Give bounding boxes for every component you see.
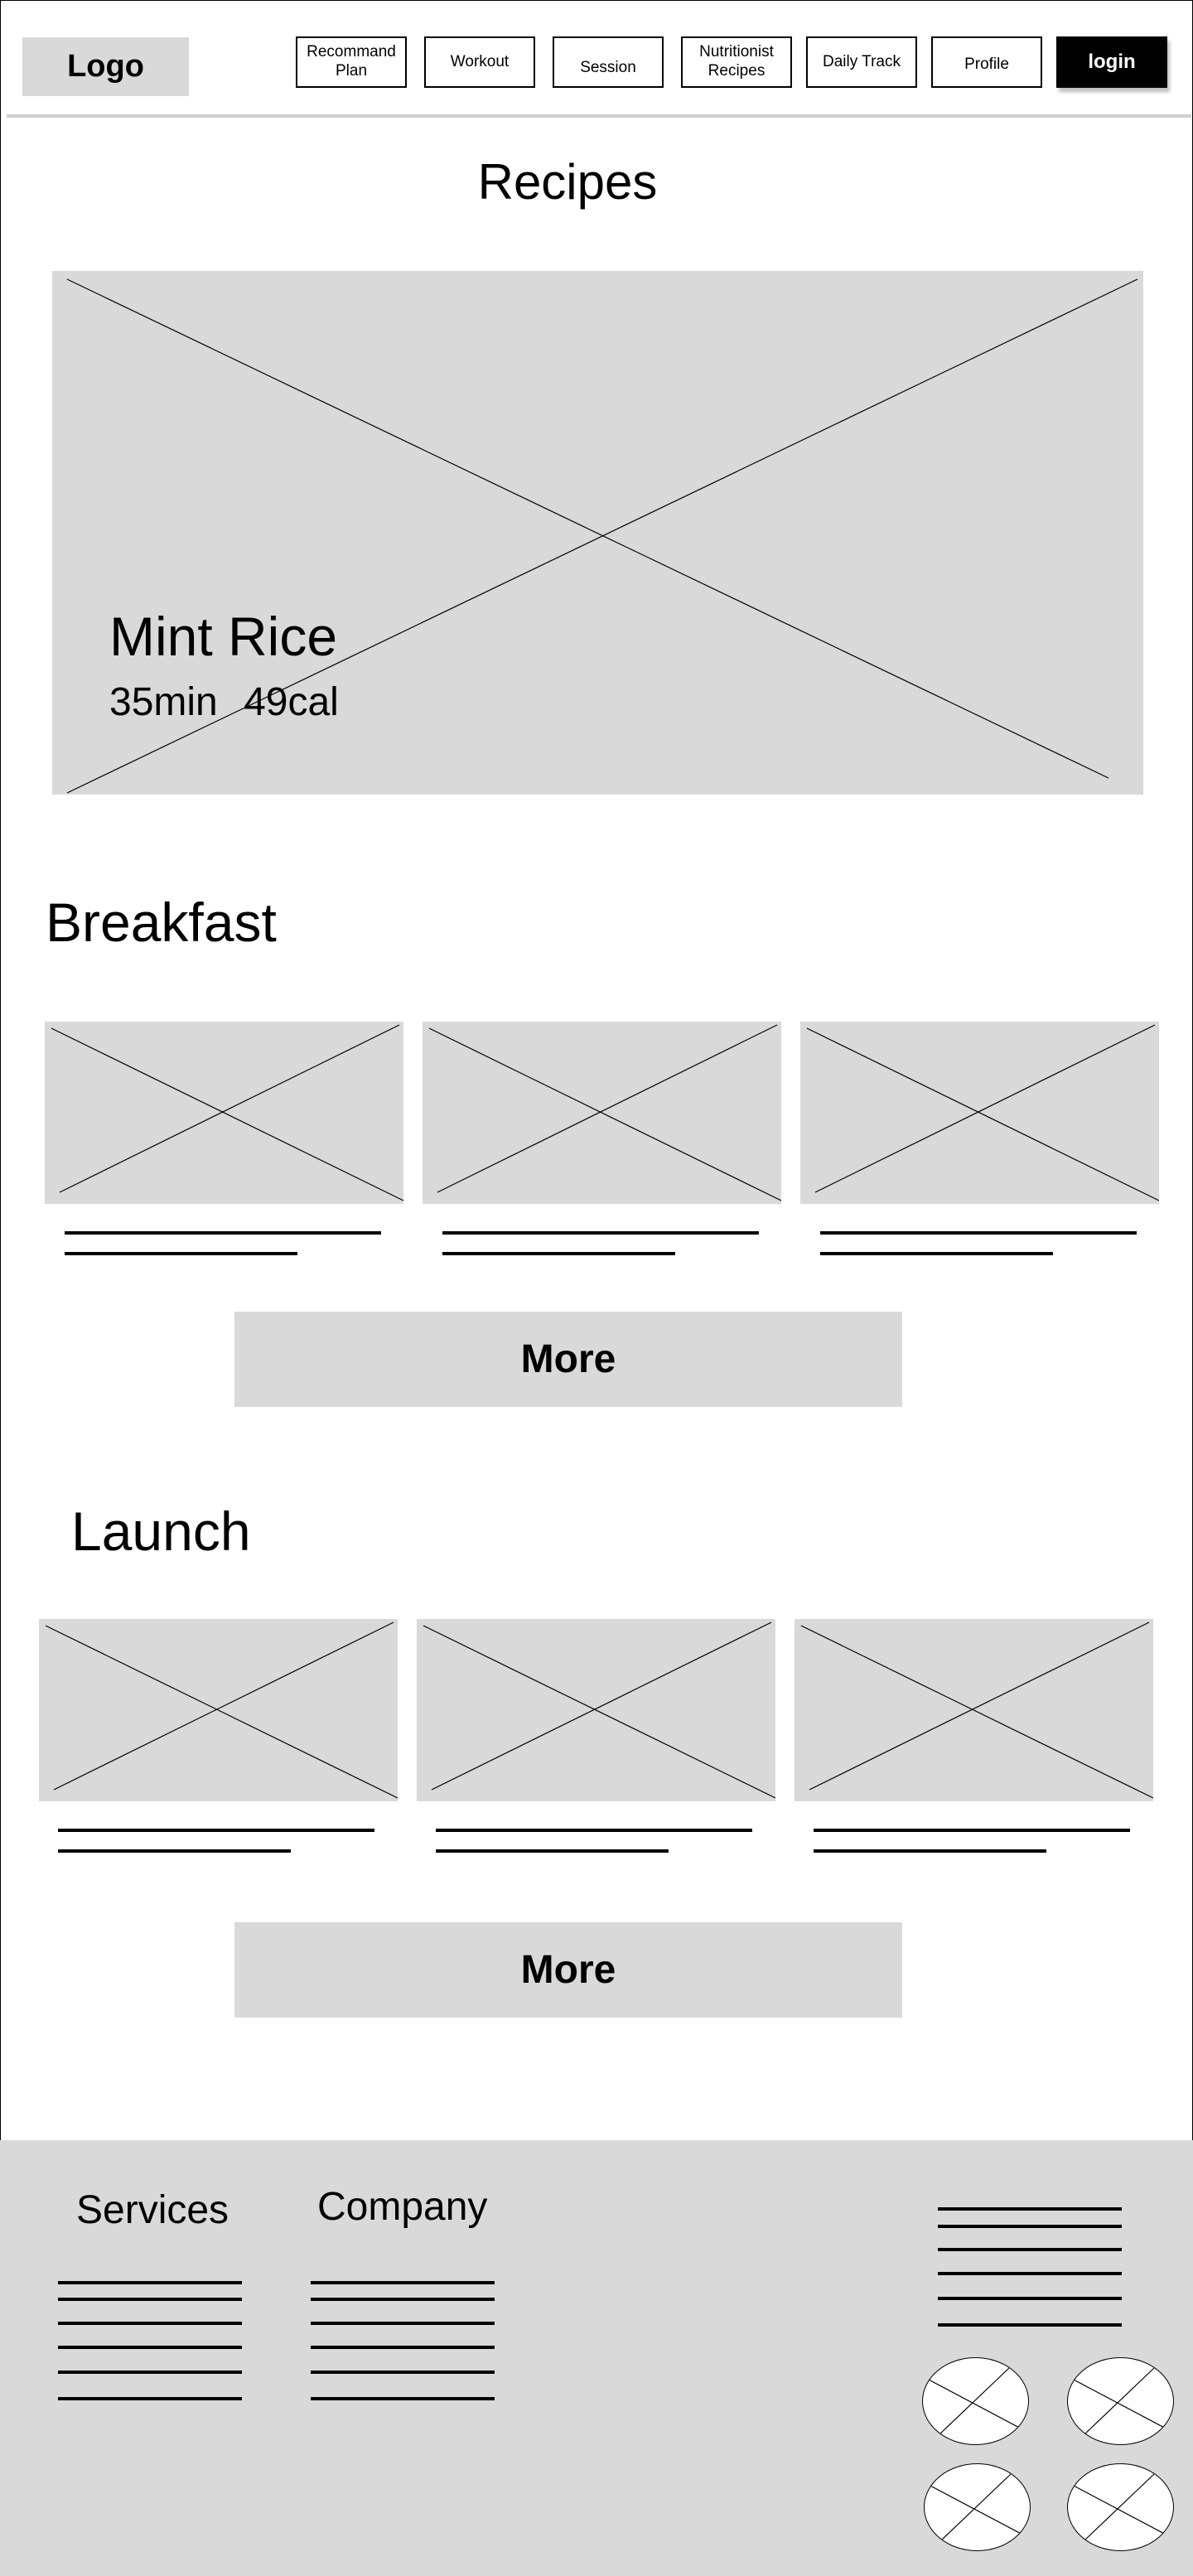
section-title-launch: Launch <box>71 1501 251 1562</box>
footer-services-link[interactable] <box>58 2281 242 2284</box>
footer-company-title: Company <box>317 2185 488 2229</box>
nav-recommand-plan[interactable]: Recommand Plan <box>296 36 407 88</box>
image-placeholder-icon <box>66 278 1138 794</box>
hero-image[interactable] <box>52 271 1143 795</box>
page-title: Recipes <box>477 154 658 210</box>
image-placeholder-icon <box>1071 2367 1171 2435</box>
footer-services-link[interactable] <box>58 2397 242 2400</box>
text-placeholder-line <box>436 1829 752 1832</box>
footer-services-title: Services <box>76 2188 229 2232</box>
hero-recipe-meta: 35min 49cal <box>109 680 339 724</box>
more-button-breakfast[interactable]: More <box>234 1312 902 1407</box>
footer-services-link[interactable] <box>58 2322 242 2325</box>
footer-services-link[interactable] <box>58 2371 242 2374</box>
nav-nutritionist-recipes[interactable]: Nutritionist Recipes <box>681 36 792 88</box>
text-placeholder-line <box>442 1252 675 1255</box>
image-placeholder-icon <box>928 2473 1028 2541</box>
recipe-card-image[interactable] <box>423 1022 781 1204</box>
text-placeholder-line <box>820 1252 1053 1255</box>
text-placeholder-line <box>58 1829 374 1832</box>
recipe-card-image[interactable] <box>795 1619 1153 1801</box>
header-divider <box>7 114 1191 118</box>
image-placeholder-icon <box>45 1621 398 1799</box>
logo[interactable]: Logo <box>22 37 189 96</box>
login-button[interactable]: login <box>1056 36 1167 88</box>
more-button-launch[interactable]: More <box>234 1922 902 2018</box>
footer-contact-line <box>938 2207 1122 2211</box>
footer-contact-line <box>938 2248 1122 2251</box>
image-placeholder-icon <box>926 2367 1026 2435</box>
hero-recipe-title: Mint Rice <box>109 606 338 667</box>
footer-contact-line <box>938 2225 1122 2228</box>
recipe-card-image[interactable] <box>39 1619 398 1801</box>
text-placeholder-line <box>820 1231 1137 1235</box>
recipe-card-image[interactable] <box>800 1022 1159 1204</box>
footer-services-link[interactable] <box>58 2346 242 2349</box>
image-placeholder-icon <box>800 1621 1153 1799</box>
nav-workout[interactable]: Workout <box>424 36 535 88</box>
image-placeholder-icon <box>428 1024 781 1201</box>
image-placeholder-icon <box>806 1024 1159 1201</box>
footer-company-link[interactable] <box>311 2298 495 2301</box>
image-placeholder-icon <box>51 1024 403 1201</box>
footer-company-link[interactable] <box>311 2397 495 2400</box>
nav-session[interactable]: Session <box>553 36 664 88</box>
nav-daily-track[interactable]: Daily Track <box>806 36 917 88</box>
footer-services-link[interactable] <box>58 2298 242 2301</box>
social-icon[interactable] <box>924 2463 1031 2551</box>
footer-contact-line <box>938 2323 1122 2327</box>
footer-contact-line <box>938 2297 1122 2300</box>
text-placeholder-line <box>65 1231 381 1235</box>
footer-company-link[interactable] <box>311 2371 495 2374</box>
recipe-card-image[interactable] <box>417 1619 775 1801</box>
text-placeholder-line <box>58 1849 291 1853</box>
section-title-breakfast: Breakfast <box>46 892 277 953</box>
text-placeholder-line <box>814 1849 1046 1853</box>
social-icon[interactable] <box>922 2357 1029 2445</box>
social-icon[interactable] <box>1067 2357 1174 2445</box>
footer-company-link[interactable] <box>311 2281 495 2284</box>
text-placeholder-line <box>814 1829 1130 1832</box>
nav-profile[interactable]: Profile <box>931 36 1042 88</box>
recipe-card-image[interactable] <box>45 1022 403 1204</box>
text-placeholder-line <box>442 1231 759 1235</box>
social-icon[interactable] <box>1067 2463 1174 2551</box>
text-placeholder-line <box>65 1252 297 1255</box>
footer-company-link[interactable] <box>311 2322 495 2325</box>
image-placeholder-icon <box>1071 2473 1171 2541</box>
footer-contact-line <box>938 2272 1122 2275</box>
footer-company-link[interactable] <box>311 2346 495 2349</box>
text-placeholder-line <box>436 1849 669 1853</box>
image-placeholder-icon <box>423 1621 775 1799</box>
